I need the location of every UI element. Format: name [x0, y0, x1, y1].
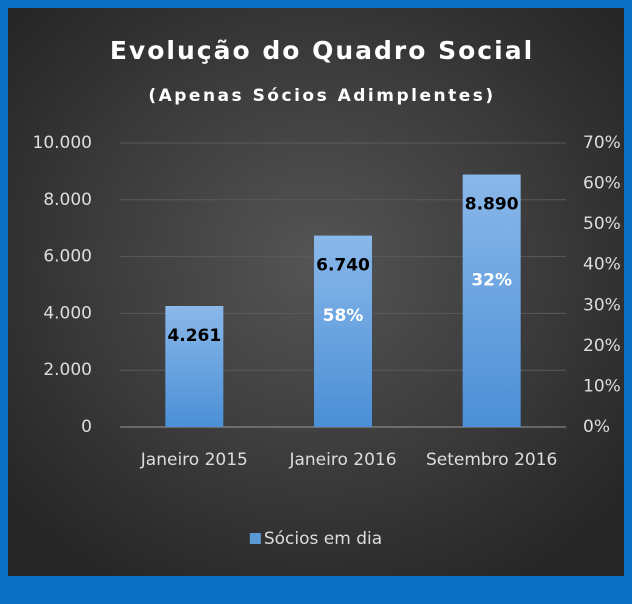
y-tick-label: 2.000: [43, 360, 92, 380]
y2-tick-label: 30%: [583, 295, 621, 315]
legend-label: Sócios em dia: [264, 529, 382, 549]
y2-tick-label: 40%: [583, 255, 621, 275]
value-label: 4.261: [167, 326, 221, 346]
y-tick-label: 6.000: [43, 247, 92, 267]
y2-tick-label: 0%: [583, 417, 610, 437]
y2-tick-label: 10%: [583, 376, 621, 396]
y2-tick-label: 70%: [583, 133, 621, 153]
legend-swatch: [249, 533, 261, 544]
y-tick-label: 10.000: [33, 133, 92, 153]
x-tick-label: Setembro 2016: [426, 450, 557, 470]
bar: [165, 305, 224, 427]
y2-tick-label: 50%: [583, 214, 621, 234]
value-label: 8.890: [465, 195, 519, 215]
y-tick-label: 4.000: [43, 303, 92, 323]
chart-title: Evolução do Quadro Social: [110, 36, 534, 65]
y-tick-label: 0: [81, 417, 92, 437]
y2-tick-label: 20%: [583, 336, 621, 356]
x-tick-label: Janeiro 2016: [288, 450, 396, 470]
growth-label: 32%: [471, 271, 512, 291]
growth-label: 58%: [323, 306, 364, 326]
value-label: 6.740: [316, 256, 370, 276]
y2-tick-label: 60%: [583, 174, 621, 194]
chart-subtitle: (Apenas Sócios Adimplentes): [148, 86, 495, 106]
bar: [314, 235, 372, 427]
bar: [462, 174, 521, 427]
y-tick-label: 8.000: [43, 190, 92, 210]
x-tick-label: Janeiro 2015: [140, 450, 248, 470]
